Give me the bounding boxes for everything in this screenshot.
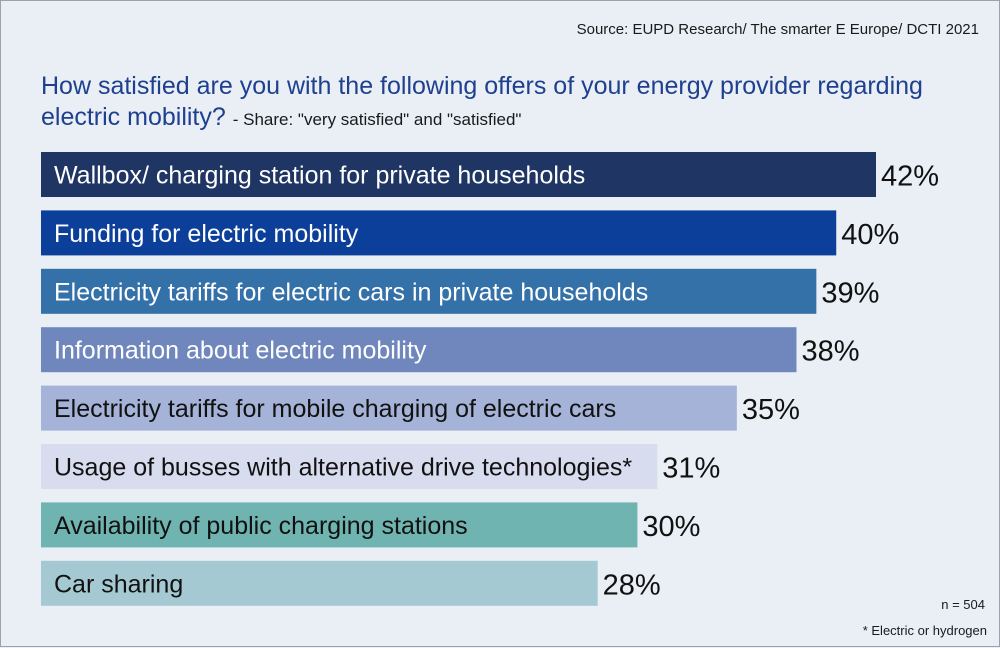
- bar-category-label: Information about electric mobility: [54, 337, 427, 365]
- bar: [41, 268, 817, 314]
- bar-group: Funding for electric mobility 40%: [41, 210, 899, 256]
- bar: [41, 502, 638, 548]
- footnote: * Electric or hydrogen: [862, 623, 987, 638]
- bar-group: Electricity tariffs for mobile charging …: [41, 385, 800, 431]
- bar-group: Information about electric mobility 38%: [41, 327, 860, 373]
- bar-value-label: 38%: [801, 336, 859, 368]
- bar-value-label: 42%: [881, 161, 939, 193]
- bar-value-label: 28%: [603, 569, 661, 601]
- bar-value-label: 31%: [662, 453, 720, 485]
- title-text: How satisfied are you with the following…: [41, 72, 923, 131]
- bar-category-label: Funding for electric mobility: [54, 220, 359, 248]
- bar-category-label: Electricity tariffs for electric cars in…: [54, 278, 648, 306]
- bar-value-label: 40%: [841, 219, 899, 251]
- bar: [41, 210, 837, 256]
- bar-group: Wallbox/ charging station for private ho…: [41, 152, 939, 197]
- bar: [41, 152, 876, 197]
- bar-category-label: Usage of busses with alternative drive t…: [54, 454, 632, 482]
- bar-group: Usage of busses with alternative drive t…: [41, 444, 720, 489]
- bar: [41, 327, 797, 373]
- chart-title: How satisfied are you with the following…: [41, 71, 941, 135]
- bar-category-label: Car sharing: [54, 570, 183, 598]
- sample-size-note: n = 504: [941, 597, 985, 612]
- bar-value-label: 35%: [742, 394, 800, 426]
- bar-group: Car sharing 28%: [41, 560, 661, 606]
- bar-category-label: Electricity tariffs for mobile charging …: [54, 395, 616, 423]
- bar-category-label: Availability of public charging stations: [54, 512, 468, 540]
- bar-group: Electricity tariffs for electric cars in…: [41, 268, 879, 314]
- source-note: Source: EUPD Research/ The smarter E Eur…: [576, 21, 979, 38]
- bar: [41, 444, 658, 489]
- chart-subtitle: - Share: "very satisfied" and "satisfied…: [232, 110, 522, 129]
- bar-group: Availability of public charging stations…: [41, 502, 700, 548]
- bar: [41, 385, 737, 431]
- bar: [41, 560, 598, 606]
- bar-value-label: 39%: [821, 277, 879, 309]
- bar-category-label: Wallbox/ charging station for private ho…: [54, 162, 585, 190]
- bar-value-label: 30%: [642, 511, 700, 543]
